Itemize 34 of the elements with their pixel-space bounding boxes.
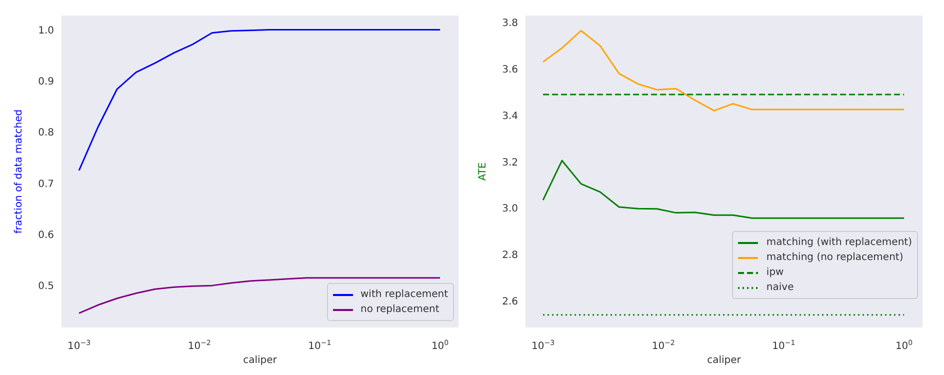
y-tick-label: 2.6	[502, 296, 518, 308]
x-tick-label: 10$^{−1}$	[308, 339, 332, 352]
y-tick-label: 0.5	[38, 281, 54, 292]
y-tick-label: 3.8	[502, 18, 518, 30]
x-tick-label: 10$^{−2}$	[652, 339, 675, 352]
x-tick-label: 10$^{−1}$	[772, 339, 796, 352]
x-axis-title: caliper	[243, 355, 278, 366]
legend-label: no replacement	[360, 304, 440, 315]
x-tick-label: 10$^{0}$	[431, 339, 449, 352]
x-tick-label: 10$^{0}$	[895, 339, 913, 352]
y-tick-label: 0.9	[38, 76, 54, 88]
x-axis-title: caliper	[707, 355, 742, 366]
y-tick-label: 0.6	[38, 230, 54, 241]
y-tick-label: 3.0	[502, 204, 518, 215]
line-series	[542, 30, 905, 112]
y-tick-label: 0.8	[38, 128, 54, 139]
y-tick-label: 1.0	[38, 25, 54, 36]
legend-label: matching (with replacement)	[766, 237, 912, 248]
line-series	[78, 29, 441, 172]
y-axis-title: ATE	[478, 162, 489, 181]
legend-label: naive	[766, 282, 794, 293]
legend-label: ipw	[766, 267, 784, 278]
y-tick-label: 3.4	[502, 110, 518, 122]
y-tick-label: 3.6	[502, 64, 518, 76]
x-tick-label: 10$^{−3}$	[67, 339, 91, 352]
x-tick-label: 10$^{−2}$	[188, 339, 211, 352]
y-tick-label: 0.7	[38, 178, 54, 190]
x-tick-label: 10$^{−3}$	[531, 339, 555, 352]
line-series	[542, 160, 905, 219]
legend-label: with replacement	[360, 289, 448, 300]
y-tick-label: 2.8	[502, 250, 518, 262]
y-tick-label: 3.2	[502, 157, 518, 168]
legend-label: matching (no replacement)	[766, 252, 904, 263]
y-axis-title: fraction of data matched	[14, 109, 25, 234]
